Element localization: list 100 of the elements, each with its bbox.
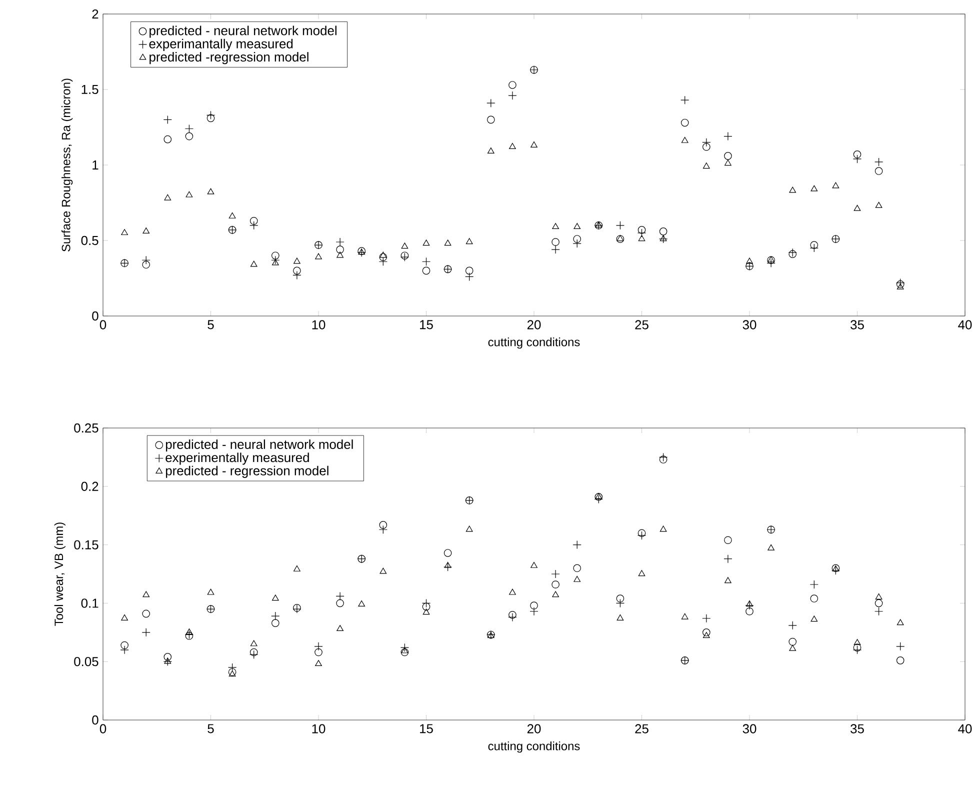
point [810, 241, 818, 249]
point [789, 186, 796, 193]
point [896, 283, 904, 290]
point [294, 565, 300, 572]
x-tick-label: 35 [850, 724, 864, 734]
point [572, 239, 582, 248]
point [810, 616, 818, 622]
point [766, 258, 776, 268]
point [444, 562, 452, 572]
point [315, 253, 322, 260]
point [637, 228, 646, 238]
point [768, 256, 774, 262]
point [250, 648, 258, 656]
point [768, 544, 774, 550]
point [573, 235, 582, 243]
y-tick-label: 0 [92, 311, 98, 321]
point [552, 580, 560, 588]
y-tick-label: 0.05 [74, 657, 98, 666]
point [874, 167, 883, 175]
point [400, 252, 410, 262]
point [572, 540, 582, 550]
point [638, 529, 646, 538]
point [616, 221, 625, 230]
point [142, 256, 150, 264]
point [552, 223, 559, 230]
point [184, 124, 194, 134]
point [702, 628, 710, 636]
point [509, 588, 516, 595]
point [142, 591, 150, 598]
point [702, 632, 710, 638]
point [121, 229, 128, 236]
point [746, 600, 753, 606]
point [378, 257, 388, 266]
point [810, 580, 818, 589]
point [659, 452, 668, 462]
point [788, 250, 797, 258]
point [896, 619, 904, 626]
point [336, 592, 344, 600]
point [228, 212, 236, 218]
point [272, 259, 279, 266]
point [271, 612, 280, 620]
point [185, 132, 194, 140]
point [444, 562, 452, 568]
point [896, 278, 905, 288]
point [508, 610, 516, 619]
point [207, 588, 214, 595]
x-tick-label: 15 [420, 724, 433, 734]
x-tick-label: 25 [635, 320, 648, 330]
point [852, 646, 862, 654]
x-tick-label: 10 [312, 724, 326, 734]
point [854, 639, 861, 646]
point [702, 142, 710, 151]
x-tick-label: 25 [635, 724, 648, 734]
point [660, 526, 667, 532]
point [853, 150, 862, 158]
point [788, 638, 797, 646]
point [401, 242, 408, 249]
point [444, 240, 452, 246]
point [292, 270, 302, 280]
point [422, 266, 430, 275]
point [810, 185, 818, 192]
point [508, 81, 516, 89]
point [594, 494, 603, 504]
point [357, 248, 366, 257]
point [164, 653, 172, 661]
point [142, 260, 150, 269]
x-tick-label: 40 [958, 320, 972, 330]
point [250, 221, 258, 230]
point [788, 248, 797, 257]
point [120, 641, 128, 650]
y-tick-label: 0.25 [74, 423, 98, 433]
point [379, 521, 388, 529]
point [185, 632, 194, 640]
point [163, 115, 172, 124]
point [810, 594, 818, 602]
point [314, 648, 322, 656]
point [551, 570, 560, 578]
point [788, 621, 797, 630]
point [573, 564, 582, 572]
point [896, 642, 905, 651]
x-tick-label: 10 [312, 320, 326, 330]
point [574, 576, 581, 582]
point [724, 132, 732, 141]
x-axis-title: cutting conditions [488, 742, 580, 753]
point [810, 244, 818, 252]
point [552, 238, 560, 246]
point [832, 182, 840, 188]
x-tick-label: 0 [100, 320, 106, 330]
point [336, 238, 344, 246]
point [164, 135, 172, 144]
point [358, 600, 366, 606]
legend-label: predicted - neural network model [166, 439, 353, 452]
point [854, 204, 861, 211]
point [380, 252, 387, 258]
point [186, 628, 193, 634]
point [509, 142, 516, 149]
x-tick-label: 35 [850, 320, 864, 330]
point [616, 598, 625, 608]
point [487, 148, 494, 154]
point [186, 191, 193, 198]
